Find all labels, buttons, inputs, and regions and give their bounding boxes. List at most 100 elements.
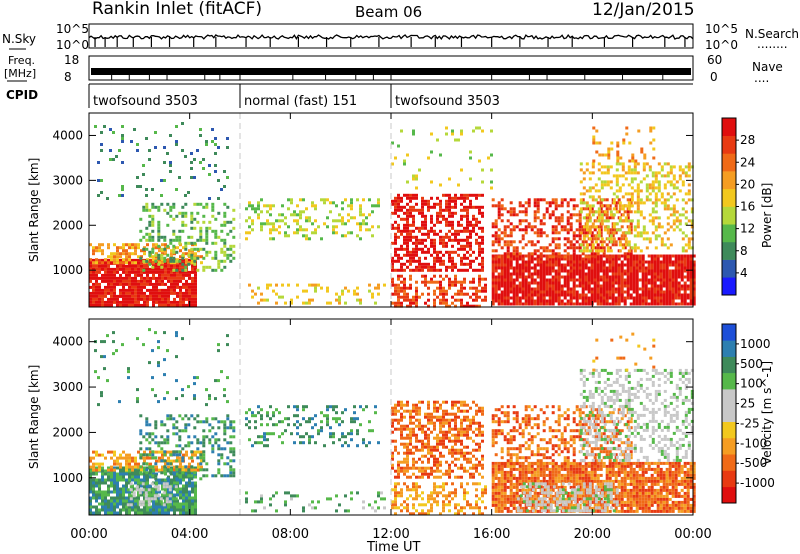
heatmap-cell [616,153,620,157]
heatmap-cell [134,300,137,304]
heatmap-cell [616,144,620,148]
heatmap-cell [509,213,513,217]
heatmap-cell [95,246,98,250]
heatmap-cell [671,260,675,264]
heatmap-cell [116,255,119,259]
heatmap-cell [107,246,110,250]
heatmap-cell [214,143,217,146]
heatmap-cell [317,225,320,229]
heatmap-cell [155,294,158,298]
heatmap-cell [140,267,143,271]
heatmap-cell [484,286,487,290]
heatmap-cell [566,269,570,273]
heatmap-cell [182,487,185,491]
heatmap-cell [415,295,418,299]
heatmap-cell [92,487,95,491]
heatmap-cell [509,266,513,270]
heatmap-cell [197,450,200,454]
heatmap-cell [104,502,107,506]
heatmap-cell [674,260,678,264]
heatmap-cell [104,267,107,271]
heatmap-cell [681,168,685,172]
heatmap-cell [626,255,630,259]
heatmap-cell [89,472,92,476]
heatmap-cell [454,292,457,296]
heatmap-cell [188,493,191,497]
heatmap-cell [362,198,365,202]
heatmap-cell [181,268,185,272]
heatmap-cell [110,502,113,506]
heatmap-cell [596,287,600,291]
heatmap-cell [660,237,664,241]
heatmap-cell [536,204,540,208]
heatmap-cell [107,243,110,247]
heatmap-cell [645,189,649,193]
heatmap-cell [599,201,603,205]
heatmap-cell [481,268,484,272]
heatmap-cell [125,297,128,301]
heatmap-cell [621,219,625,223]
heatmap-cell [131,258,134,262]
heatmap-cell [618,174,622,178]
heatmap-cell [481,168,484,172]
heatmap-cell [146,508,149,512]
heatmap-cell [131,459,134,463]
heatmap-cell [199,202,203,206]
heatmap-cell [585,249,589,253]
heatmap-cell [137,285,140,289]
heatmap-cell [202,268,206,272]
heatmap-cell [657,216,661,220]
heatmap-cell [626,296,630,300]
heatmap-cell [415,208,418,212]
heatmap-cell [588,177,592,181]
heatmap-cell [668,272,672,276]
heatmap-cell [104,496,107,500]
heatmap-cell [439,220,442,224]
heatmap-cell [644,284,648,288]
heatmap-cell [269,231,272,235]
heatmap-cell [509,287,513,291]
heatmap-cell [530,260,534,264]
heatmap-cell [122,249,125,253]
heatmap-cell [97,179,100,182]
heatmap-cell [575,254,579,258]
heatmap-cell [344,234,347,238]
heatmap-cell [448,214,451,218]
heatmap-cell [113,294,116,298]
heatmap-cell [128,297,131,301]
heatmap-cell [578,302,582,306]
heatmap-cell [161,493,164,497]
heatmap-cell [104,490,107,494]
heatmap-cell [620,284,624,288]
heatmap-cell [148,235,152,239]
heatmap-cell [181,256,185,260]
heatmap-cell [614,278,618,282]
heatmap-cell [223,238,227,242]
heatmap-cell [359,298,362,302]
heatmap-cell [311,201,314,205]
heatmap-cell [497,240,501,244]
heatmap-cell [650,281,654,285]
heatmap-cell [148,453,152,457]
heatmap-cell [202,459,206,463]
heatmap-cell [110,508,113,512]
heatmap-cell [184,465,188,469]
heatmap-cell [161,456,164,460]
heatmap-cell [569,269,573,273]
heatmap-cell [596,272,600,276]
heatmap-cell [125,459,128,463]
heatmap-cell [128,469,131,473]
heatmap-cell [605,281,609,285]
heatmap-cell [442,286,445,290]
heatmap-cell [621,246,625,250]
heatmap-cell [164,246,167,250]
heatmap-cell [427,298,430,302]
heatmap-cell [196,268,200,272]
heatmap-cell [149,270,152,274]
heatmap-cell [155,481,158,485]
heatmap-cell [394,235,397,239]
heatmap-cell [175,420,179,424]
heatmap-cell [689,254,693,258]
heatmap-cell [181,447,185,451]
